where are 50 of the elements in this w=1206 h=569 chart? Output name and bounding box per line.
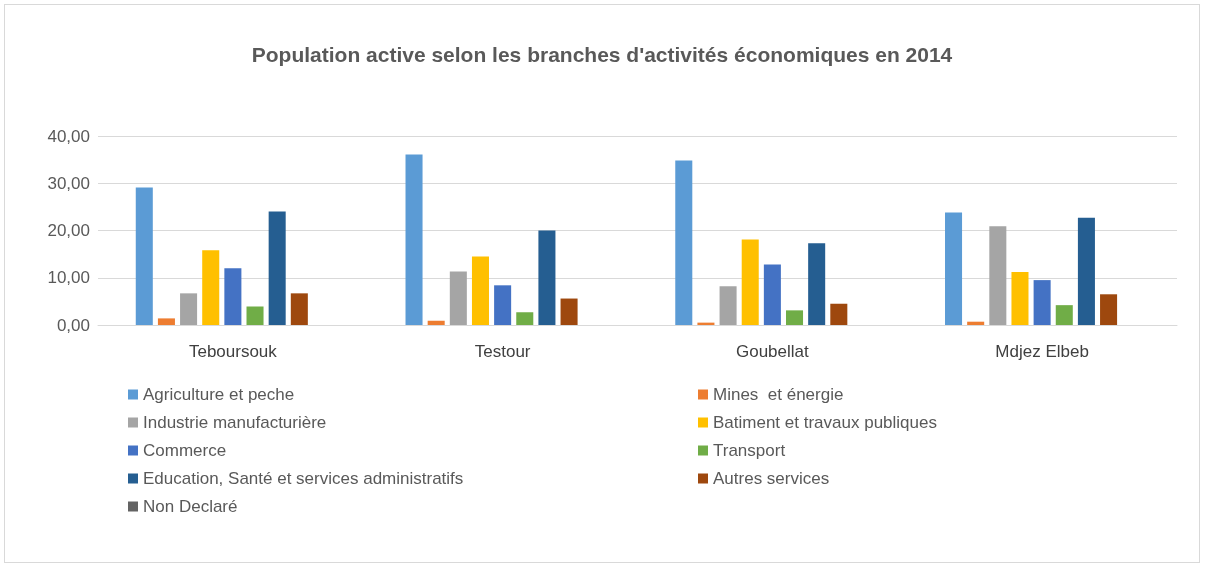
bar [1055,305,1073,325]
bar [202,250,220,325]
bar [830,303,848,325]
bar [135,187,153,325]
legend-label: Autres services [713,469,830,488]
bar [427,320,445,325]
bar [224,268,242,325]
bar [471,256,489,325]
x-tick-label: Testour [474,342,531,361]
bar [1077,217,1095,325]
legend-label: Education, Santé et services administratifs [143,469,464,488]
legend-label: Agriculture et peche [143,385,295,404]
bar [538,230,556,325]
bar [405,154,423,325]
y-tick-label: 10,00 [47,268,90,288]
bar [1100,294,1118,325]
bar [786,310,804,325]
y-tick-label: 20,00 [47,221,90,240]
bar [449,271,467,325]
legend-label: Mines et énergie [713,385,844,404]
legend-label: Batiment et travaux publiques [713,413,937,432]
bar [763,264,781,325]
bar [967,321,985,325]
bar [675,160,693,325]
bar [945,212,963,325]
y-tick-label: 0,00 [56,315,90,335]
legend-label: Non Declaré [143,497,238,516]
legend-label: Transport [713,441,786,460]
bar [989,226,1007,325]
x-tick-label: Goubellat [735,342,810,361]
legend-label: Industrie manufacturière [143,413,327,432]
bar [494,285,512,325]
y-tick-label: 40,00 [47,126,90,146]
legend-label: Commerce [143,441,227,460]
bar [290,293,308,325]
bar [1033,280,1051,325]
bar [808,243,826,325]
bar [719,286,737,325]
chart-title: Population active selon les branches d'activités économiques en 2014 [251,43,953,66]
bar [560,298,578,325]
y-tick-label: 30,00 [47,173,90,193]
x-tick-label: Teboursouk [188,342,278,361]
bar [246,306,264,325]
bar [157,318,175,325]
bar [268,211,286,325]
bar [741,239,759,325]
bar [516,312,534,325]
bar [180,293,198,325]
x-tick-label: Mdjez Elbeb [995,342,1089,361]
bar [1011,272,1029,325]
